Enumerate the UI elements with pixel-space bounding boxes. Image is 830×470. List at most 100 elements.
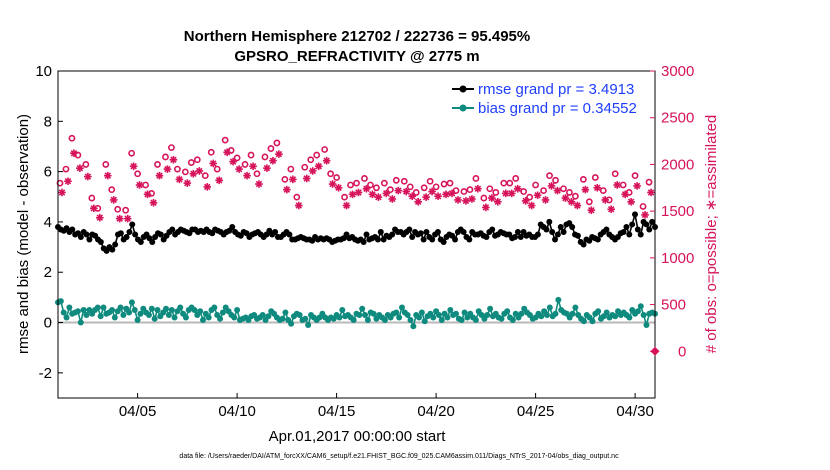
rmse-point	[452, 236, 459, 243]
obs-assimilated-point	[235, 165, 243, 173]
obs-assimilated-point	[482, 203, 490, 212]
y2-tick-label: 0	[678, 343, 686, 360]
rmse-point	[420, 236, 427, 243]
obs-possible-point	[380, 179, 388, 187]
chart-subtitle: GPSRO_REFRACTIVITY @ 2775 m	[234, 48, 479, 65]
obs-possible-point	[500, 179, 508, 187]
obs-possible-point	[162, 153, 169, 161]
bias-point	[458, 317, 465, 324]
rmse-point	[620, 228, 627, 235]
obs-possible-point	[221, 136, 229, 144]
obs-assimilated-point	[129, 162, 138, 171]
obs-possible-point	[154, 161, 161, 168]
rmse-point	[483, 234, 490, 241]
rmse-point	[574, 232, 581, 239]
obs-possible-point	[480, 194, 488, 202]
rmse-point	[132, 231, 139, 238]
bias-point	[288, 320, 295, 327]
rmse-point	[109, 246, 116, 253]
obs-possible-point	[506, 179, 514, 187]
x-tick-label: 04/15	[318, 403, 356, 420]
x-axis: 04/05 04/10 04/15 04/20 04/25 04/30	[119, 393, 654, 420]
rmse-point	[83, 231, 90, 238]
obs-possible-point	[552, 176, 559, 184]
obs-assimilated-point	[507, 189, 516, 198]
bias-point	[487, 305, 494, 312]
bias-point	[572, 304, 579, 311]
obs-assimilated-point	[223, 148, 231, 157]
bias-point	[543, 311, 550, 318]
rmse-point	[377, 228, 384, 235]
rmse-point	[363, 231, 370, 238]
obs-possible-point	[82, 161, 90, 168]
bias-point	[498, 315, 505, 322]
obs-possible-point	[114, 205, 122, 213]
obs-assimilated-point	[633, 182, 641, 190]
bias-point	[643, 322, 650, 329]
obs-assimilated-point	[90, 204, 98, 213]
obs-assimilated-point	[175, 175, 184, 184]
bias-point	[63, 314, 70, 321]
bias-point	[589, 318, 596, 325]
obs-assimilated-point	[275, 150, 283, 158]
obs-possible-point	[56, 179, 64, 187]
obs-assimilated-point	[143, 190, 152, 199]
bias-point	[339, 306, 346, 313]
legend-rmse-marker	[459, 85, 467, 93]
obs-assimilated-point	[428, 187, 436, 196]
bias-point	[97, 313, 104, 320]
rmse-point	[229, 223, 236, 230]
obs-assimilated-point	[189, 169, 198, 178]
obs-possible-point	[122, 206, 130, 214]
bias-point	[77, 319, 84, 326]
rmse-point	[169, 226, 176, 233]
obs-assimilated-point	[521, 197, 530, 205]
rmse-point	[649, 218, 656, 225]
obs-assimilated-point	[607, 205, 616, 214]
bias-point	[134, 317, 141, 324]
rmse-point	[466, 236, 473, 243]
obs-possible-point	[572, 192, 579, 200]
rmse-point	[460, 228, 467, 235]
data-file-note: data file: /Users/raeder/DAI/ATM_forcXX/…	[179, 453, 619, 460]
bias-point	[637, 303, 644, 310]
rmse-point	[534, 231, 541, 238]
rmse-point	[549, 228, 556, 235]
obs-possible-point	[386, 186, 394, 194]
bias-point	[444, 314, 451, 321]
x-axis-label: Apr.01,2017 00:00:00 start	[269, 428, 447, 445]
obs-possible-point	[307, 156, 315, 164]
obs-assimilated-point	[149, 198, 158, 207]
obs-possible-point	[367, 181, 374, 189]
legend-bias-label: bias grand pr = 0.34552	[478, 100, 637, 117]
bias-point	[364, 317, 371, 324]
obs-assimilated-point	[163, 165, 172, 173]
obs-possible-point	[181, 168, 189, 176]
obs-possible-point	[406, 183, 414, 191]
rmse-point	[149, 239, 156, 246]
obs-assimilated-point	[283, 185, 291, 194]
rmse-point	[643, 221, 650, 228]
obs-assimilated-point	[388, 195, 397, 203]
bias-point	[350, 317, 357, 324]
bias-point	[131, 306, 138, 313]
rmse-point	[360, 239, 367, 246]
obs-possible-point	[412, 189, 420, 196]
obs-possible-point	[261, 153, 269, 161]
rmse-point	[86, 236, 93, 243]
bias-point	[137, 310, 144, 317]
obs-assimilated-point	[513, 184, 522, 193]
obs-possible-point	[193, 156, 201, 164]
obs-assimilated-point	[243, 171, 251, 180]
bias-point	[555, 296, 562, 303]
plot-area	[55, 134, 658, 330]
obs-assimilated-point	[109, 196, 118, 204]
obs-assimilated-point	[442, 190, 450, 199]
obs-possible-point	[452, 187, 460, 194]
obs-possible-point	[253, 170, 261, 178]
bias-point	[603, 309, 610, 316]
rmse-point	[489, 226, 496, 233]
bias-point	[126, 309, 133, 316]
y-tick-label: 10	[35, 63, 52, 80]
obs-assimilated-point	[374, 193, 383, 201]
